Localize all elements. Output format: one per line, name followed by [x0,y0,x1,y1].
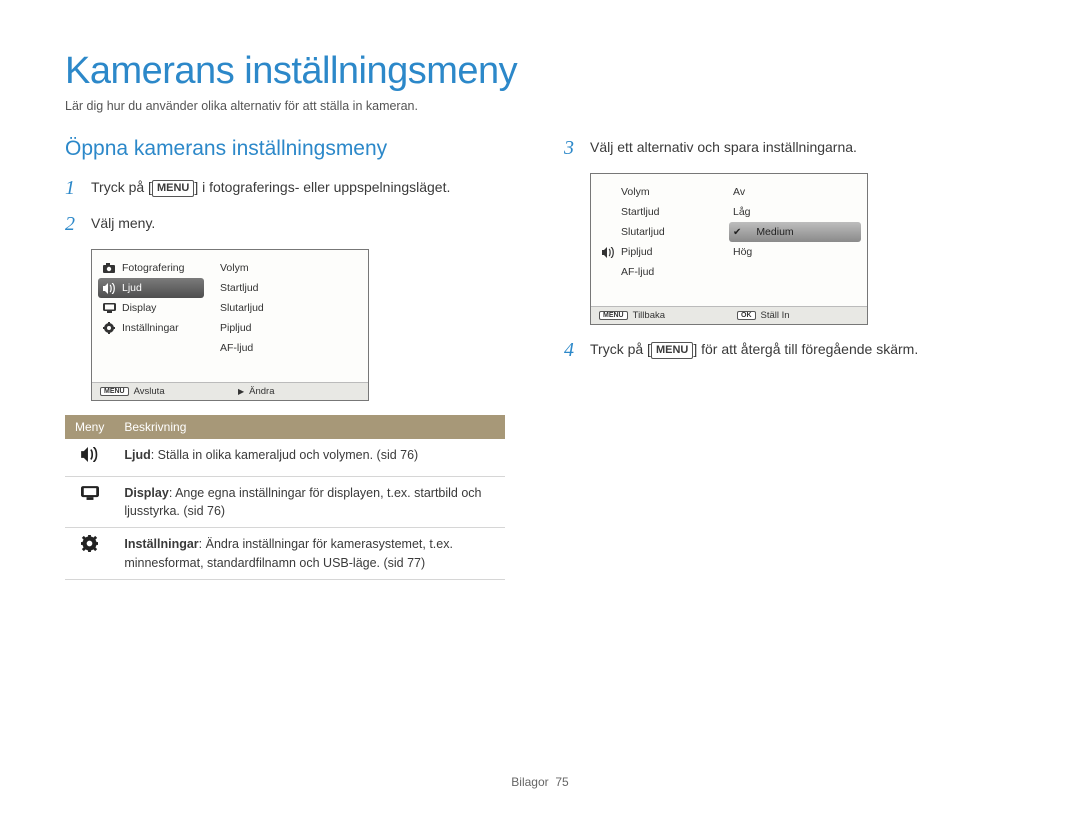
cam1-opt: Pipljud [216,318,362,338]
table-header-beskrivning: Beskrivning [114,415,505,439]
table-row: Display: Ange egna inställningar för dis… [65,477,505,528]
step-1: 1 Tryck på [MENU] i fotograferings- elle… [65,177,516,199]
section-title: Öppna kamerans inställningsmeny [65,137,516,161]
table-header-meny: Meny [65,415,114,439]
cam1-opt: Slutarljud [216,298,362,318]
step1-text-a: Tryck på [ [91,179,152,195]
cam1-opt: AF-ljud [216,338,362,358]
table-row: Inställningar: Ändra inställningar för k… [65,528,505,579]
cam1-menu-list: Fotografering Ljud Display [92,250,210,382]
cam2-footer: MENU Tillbaka OK Ställ In [591,306,867,324]
sound-icon [601,247,615,258]
camera-screen-2: Volym Startljud Slutarljud Pipljud AF-lj… [590,173,868,325]
row-text: : Ange egna inställningar för displayen,… [124,486,481,518]
step-2: 2 Välj meny. [65,213,516,235]
step-number: 3 [564,137,580,159]
cam1-label: Fotografering [122,262,184,274]
cam2-opt-selected: ✔ Medium [729,222,861,242]
row-bold: Inställningar [124,537,198,551]
camera-icon [102,263,116,273]
step-number: 2 [65,213,81,235]
cam1-opt: Volym [216,258,362,278]
cam1-item-display: Display [98,298,204,318]
cam1-label: Inställningar [122,322,179,334]
cam2-item: Slutarljud [597,222,717,242]
cam2-label: Pipljud [621,246,653,258]
menu-chip-small: MENU [100,387,129,396]
step-body: Tryck på [MENU] i fotograferings- eller … [91,177,516,199]
cam2-item: Pipljud [597,242,717,262]
right-column: 3 Välj ett alternativ och spara inställn… [564,137,1015,580]
row-bold: Ljud [124,448,150,462]
cam1-item-fotografering: Fotografering [98,258,204,278]
display-icon [65,477,114,528]
cam2-opt-label: Medium [756,226,793,238]
cam2-item: AF-ljud [597,262,717,282]
sound-icon [102,283,116,294]
footer-page: 75 [555,775,568,789]
gear-icon [102,322,116,334]
table-cell: Ljud: Ställa in olika kameraljud och vol… [114,439,505,477]
cam1-options: Volym Startljud Slutarljud Pipljud AF-lj… [210,250,368,382]
cam2-item: Volym [597,182,717,202]
step1-text-b: ] i fotograferings- eller uppspelningslä… [194,179,450,195]
cam2-opt: Hög [729,242,861,262]
cam2-opt: Låg [729,202,861,222]
gear-icon [65,528,114,579]
cam1-foot-right: Ändra [249,386,274,397]
step4-text-b: ] för att återgå till föregående skärm. [693,341,918,357]
cam2-label: Volym [621,186,650,198]
step4-text-a: Tryck på [ [590,341,651,357]
page-subtitle: Lär dig hur du använder olika alternativ… [65,99,1015,113]
cam2-opt: Av [729,182,861,202]
step-body: Tryck på [MENU] för att återgå till före… [590,339,1015,361]
camera-screen-1: Fotografering Ljud Display [91,249,369,401]
cam2-opt-label: Låg [733,206,751,218]
left-column: Öppna kamerans inställningsmeny 1 Tryck … [65,137,516,580]
cam2-foot-right: Ställ In [761,310,790,321]
menu-chip: MENU [651,342,693,359]
row-bold: Display [124,486,168,500]
menu-chip-small: MENU [599,311,628,320]
page-title: Kamerans inställningsmeny [65,50,1015,93]
table-cell: Inställningar: Ändra inställningar för k… [114,528,505,579]
check-icon: ✔ [733,227,741,238]
table-cell: Display: Ange egna inställningar för dis… [114,477,505,528]
cam2-options: Av Låg ✔ Medium Hög [723,174,867,306]
cam1-opt: Startljud [216,278,362,298]
footer-label: Bilagor [511,775,548,789]
step-number: 1 [65,177,81,199]
sound-icon [65,439,114,477]
cam1-item-ljud: Ljud [98,278,204,298]
row-text: : Ställa in olika kameraljud och volymen… [151,448,418,462]
cam2-label: AF-ljud [621,266,654,278]
menu-chip: MENU [152,180,194,197]
cam2-label: Slutarljud [621,226,665,238]
cam1-label: Ljud [122,282,142,294]
cam2-label: Startljud [621,206,660,218]
step-body: Välj ett alternativ och spara inställnin… [590,137,1015,159]
menu-description-table: Meny Beskrivning Ljud: Ställa in olika k… [65,415,505,580]
cam1-footer: MENU Avsluta ▶ Ändra [92,382,368,400]
cam2-foot-left: Tillbaka [633,310,665,321]
cam2-opt-label: Hög [733,246,752,258]
step-4: 4 Tryck på [MENU] för att återgå till fö… [564,339,1015,361]
play-icon: ▶ [238,387,244,396]
step-number: 4 [564,339,580,361]
cam2-list: Volym Startljud Slutarljud Pipljud AF-lj… [591,174,723,306]
cam1-item-installningar: Inställningar [98,318,204,338]
step-3: 3 Välj ett alternativ och spara inställn… [564,137,1015,159]
cam2-opt-label: Av [733,186,745,198]
table-row: Ljud: Ställa in olika kameraljud och vol… [65,439,505,477]
ok-chip-small: OK [737,311,756,320]
step-body: Välj meny. [91,213,516,235]
cam1-foot-left: Avsluta [134,386,165,397]
cam1-label: Display [122,302,156,314]
page-footer: Bilagor 75 [0,775,1080,789]
display-icon [102,303,116,313]
cam2-item: Startljud [597,202,717,222]
